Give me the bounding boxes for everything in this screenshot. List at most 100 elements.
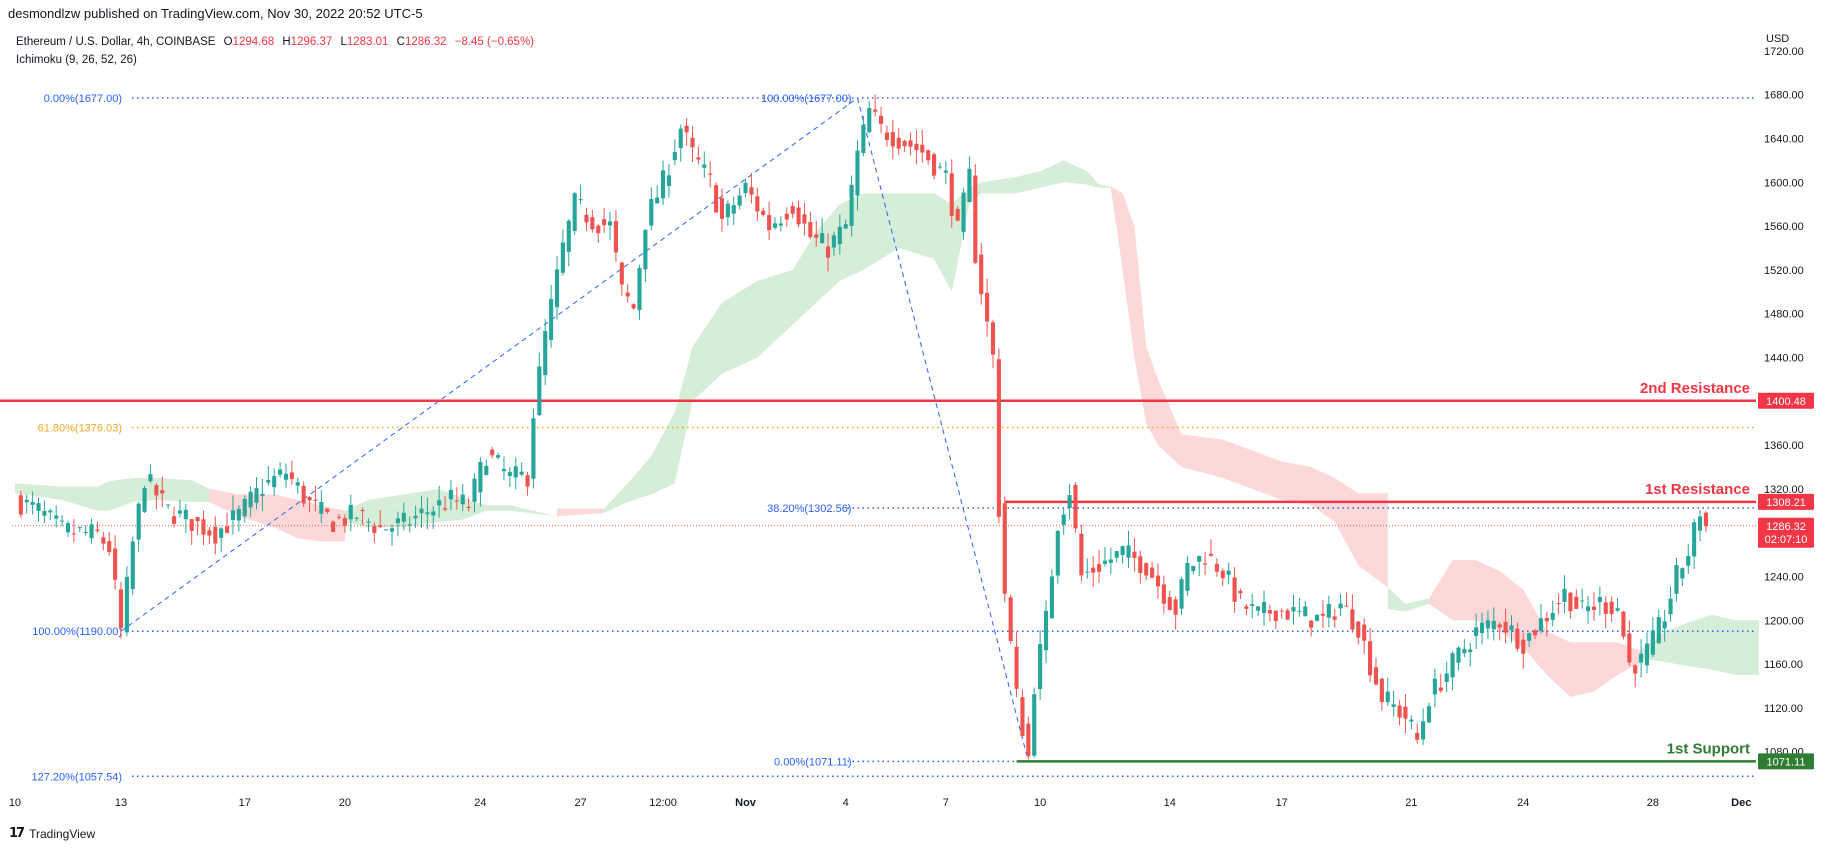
level-label-2: 1st Support [1667,740,1750,757]
candle-body [24,499,29,503]
time-tick-label: 24 [474,797,486,809]
candle-body [1008,597,1013,642]
candle-body [737,195,742,206]
candle-body [549,299,554,340]
candle-body [401,512,406,522]
candle-body [590,217,595,230]
ohlc-low-key: L [340,36,347,48]
footer-branding[interactable]: 17 TradingView [9,826,95,841]
ohlc-open-value: 1294.68 [232,36,275,48]
candle-body [1132,551,1137,558]
ichimoku-cloud [14,160,1759,697]
candle-body [478,461,483,493]
candle-body [1680,568,1685,579]
candle-body [937,166,943,168]
candle-body [920,144,925,153]
candle-body [1692,522,1697,557]
candle-body [1362,624,1367,641]
candle-body [1108,559,1113,563]
candle-body [749,187,754,195]
bar-countdown-text: 02:07:10 [1765,534,1808,546]
candle-body [242,498,247,517]
candle-body [943,170,948,173]
candle-body [213,527,218,544]
candle-body [348,504,353,520]
candle-body [1261,601,1267,613]
price-tick-label: 1320.00 [1764,484,1804,496]
candle-body [743,182,748,194]
level-label-0: 2nd Resistance [1640,380,1750,397]
candle-body [60,520,65,522]
candle-body [1185,562,1190,591]
candle-body [955,208,960,221]
ichimoku-cloud-segment-8 [1641,614,1759,675]
candle-body [254,488,259,503]
candle-body [1049,576,1054,619]
time-tick-label: 20 [339,797,351,809]
candle-body [1373,667,1379,685]
candle-body [490,449,495,456]
candle-body [507,471,512,477]
candle-body [1208,553,1214,556]
candle-body [1079,533,1084,576]
candle-body [1067,495,1072,509]
candle-body [148,474,153,482]
ohlc-open-key: O [223,36,233,48]
fib-level-label-b-0: 100.00%(1677.00) [761,93,852,105]
candle-body [1580,600,1585,602]
candle-body [413,515,418,519]
candle-body [619,262,624,285]
candle-body [1562,588,1567,602]
candle-body [725,203,730,218]
fib-level-label-a-2: 100.00%(1190.00) [32,626,122,638]
candle-body [932,154,937,176]
candle-body [1639,653,1644,663]
candle-body [1091,567,1096,573]
level-badge-text-1: 1308.21 [1766,497,1806,509]
candle-body [201,519,206,535]
time-tick-label: 21 [1405,797,1417,809]
candle-body [1544,617,1549,622]
symbol-title[interactable]: Ethereum / U.S. Dollar, 4h, COINBASE [16,36,216,48]
candle-body [1438,687,1443,691]
candle-body [372,526,377,533]
candle-body [1002,503,1007,594]
candle-body [1703,512,1708,527]
candle-body [1633,665,1638,674]
candle-body [631,304,636,309]
level-badge-text-2: 1071.11 [1767,756,1806,768]
candle-body [1014,646,1019,689]
candle-body [1603,602,1608,614]
indicator-title[interactable]: Ichimoku (9, 26, 52, 26) [16,54,137,66]
candle-body [437,500,442,506]
candle-body [1038,644,1043,690]
candle-body [1032,694,1037,756]
candle-body [1479,622,1485,634]
candle-body [796,207,801,225]
candle-body [820,233,825,244]
time-tick-label: 27 [574,797,586,809]
candle-body [873,109,878,112]
candle-body [1238,590,1243,594]
candle-body [54,515,59,519]
candle-body [395,518,400,524]
candle-body [289,472,294,479]
level-badge-text-0: 1400.48 [1766,396,1806,408]
candle-body [584,214,589,223]
candle-body [1350,609,1355,630]
time-tick-label: Dec [1731,797,1751,809]
candle-body [1426,706,1432,723]
candle-body [1574,596,1579,609]
candle-body [649,198,654,226]
price-tick-label: 1360.00 [1764,440,1804,452]
candle-body [389,528,395,532]
candle-body [755,196,760,212]
candle-body [195,517,200,522]
candle-body [1120,546,1125,556]
candle-body [1668,598,1673,615]
candle-body [466,506,471,508]
time-tick-label: 24 [1517,797,1529,809]
candle-body [160,490,165,494]
